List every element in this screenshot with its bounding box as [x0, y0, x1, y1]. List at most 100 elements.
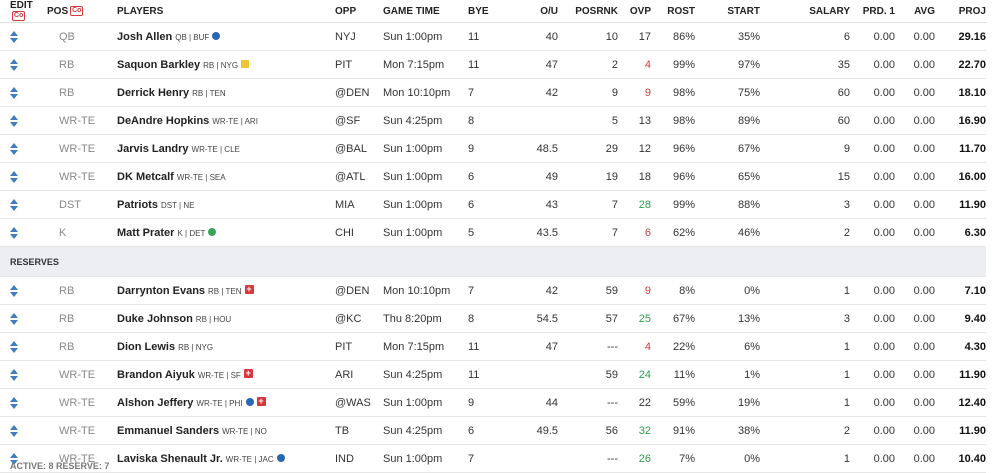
col-pos[interactable]: POS Co [47, 0, 117, 23]
status-icon[interactable] [208, 227, 217, 236]
position-rank: 29 [558, 134, 618, 163]
bye-week: 6 [468, 190, 508, 219]
position-rank: 2 [558, 50, 618, 79]
col-players[interactable]: PLAYERS [117, 0, 335, 23]
news-icon[interactable] [212, 31, 221, 40]
news-icon[interactable] [245, 397, 254, 406]
player-name-link[interactable]: Darrynton Evans [117, 284, 206, 297]
swap-position-icon[interactable] [10, 30, 18, 43]
prd1-value: 0.00 [850, 332, 895, 361]
swap-position-icon[interactable] [10, 170, 18, 183]
player-name-link[interactable]: Laviska Shenault Jr. [117, 452, 223, 465]
swap-position-icon[interactable] [10, 312, 18, 325]
projection-value: 11.90 [935, 416, 986, 445]
game-time: Sun 1:00pm [383, 218, 468, 247]
salary-value: 6 [760, 22, 850, 51]
player-name-link[interactable]: Duke Johnson [117, 312, 193, 325]
col-opp[interactable]: OPP [335, 0, 383, 23]
position-label: RB [47, 78, 117, 107]
player-cell: Saquon Barkley RB | NYG [117, 50, 335, 79]
player-name-link[interactable]: Derrick Henry [117, 86, 190, 99]
swap-position-icon[interactable] [10, 340, 18, 353]
position-rank: --- [558, 388, 618, 417]
player-name-link[interactable]: Alshon Jeffery [117, 396, 194, 409]
prd1-value: 0.00 [850, 304, 895, 333]
col-ou[interactable]: O/U [508, 0, 558, 23]
edit-cell [0, 276, 47, 305]
player-name-link[interactable]: Dion Lewis [117, 340, 176, 353]
opponent: MIA [335, 190, 383, 219]
player-position-team: WR-TE | SF [197, 370, 241, 380]
col-rost[interactable]: ROST [651, 0, 695, 23]
swap-position-icon[interactable] [10, 368, 18, 381]
col-prd1[interactable]: PRD. 1 [850, 0, 895, 23]
swap-position-icon[interactable] [10, 452, 18, 465]
col-start[interactable]: START [695, 0, 760, 23]
player-name-link[interactable]: Patriots [117, 198, 158, 211]
col-game-time[interactable]: GAME TIME [383, 0, 468, 23]
ovp-value: 12 [618, 134, 651, 163]
player-name-link[interactable]: Emmanuel Sanders [117, 424, 220, 437]
col-bye[interactable]: BYE [468, 0, 508, 23]
rostered-percent: 99% [651, 190, 695, 219]
news-icon[interactable] [276, 453, 285, 462]
injury-icon[interactable]: + [243, 368, 253, 379]
prd1-value: 0.00 [850, 388, 895, 417]
swap-position-icon[interactable] [10, 114, 18, 127]
swap-position-icon[interactable] [10, 424, 18, 437]
started-percent: 46% [695, 218, 760, 247]
note-icon[interactable] [241, 59, 250, 68]
col-posrnk[interactable]: POSRNK [558, 0, 618, 23]
edit-cell [0, 360, 47, 389]
swap-position-icon[interactable] [10, 396, 18, 409]
swap-position-icon[interactable] [10, 198, 18, 211]
swap-position-icon[interactable] [10, 226, 18, 239]
over-under: 44 [508, 388, 558, 417]
player-cell: Jarvis Landry WR-TE | CLE [117, 134, 335, 163]
opponent: @BAL [335, 134, 383, 163]
ovp-value: 18 [618, 162, 651, 191]
injury-icon[interactable]: + [256, 396, 266, 407]
position-rank: 57 [558, 304, 618, 333]
player-position-team: WR-TE | PHI [196, 398, 243, 408]
table-row: RB Dion Lewis RB | NYG PIT Mon 7:15pm 11 47 ---… [0, 332, 986, 361]
rostered-percent: 8% [651, 276, 695, 305]
player-position-team: WR-TE | CLE [191, 144, 240, 154]
prd1-value: 0.00 [850, 50, 895, 79]
col-ovp[interactable]: OVP [618, 0, 651, 23]
opponent: @ATL [335, 162, 383, 191]
player-name-link[interactable]: DK Metcalf [117, 170, 174, 183]
player-name-link[interactable]: Jarvis Landry [117, 142, 189, 155]
clipboard-icon[interactable]: Co [12, 11, 26, 21]
projection-value: 16.00 [935, 162, 986, 191]
prd1-value: 0.00 [850, 416, 895, 445]
reserves-label: RESERVES [0, 246, 986, 277]
player-name-link[interactable]: Saquon Barkley [117, 58, 201, 71]
player-name-link[interactable]: DeAndre Hopkins [117, 114, 210, 127]
rostered-percent: 91% [651, 416, 695, 445]
ovp-value: 25 [618, 304, 651, 333]
swap-position-icon[interactable] [10, 58, 18, 71]
clipboard-icon[interactable]: Co [70, 5, 84, 16]
player-cell: Darrynton Evans RB | TEN + [117, 276, 335, 305]
avg-value: 0.00 [895, 304, 935, 333]
player-name-link[interactable]: Brandon Aiyuk [117, 368, 195, 381]
prd1-value: 0.00 [850, 162, 895, 191]
salary-value: 2 [760, 218, 850, 247]
ovp-value: 9 [618, 78, 651, 107]
player-position-team: WR-TE | JAC [225, 454, 274, 464]
swap-position-icon[interactable] [10, 284, 18, 297]
swap-position-icon[interactable] [10, 86, 18, 99]
swap-position-icon[interactable] [10, 142, 18, 155]
injury-icon[interactable]: + [244, 284, 254, 295]
rostered-percent: 7% [651, 444, 695, 473]
ovp-value: 4 [618, 50, 651, 79]
over-under: 47 [508, 50, 558, 79]
game-time: Sun 1:00pm [383, 162, 468, 191]
col-avg[interactable]: AVG [895, 0, 935, 23]
player-position-team: RB | HOU [195, 314, 232, 324]
col-proj[interactable]: PROJ [935, 0, 986, 23]
player-name-link[interactable]: Matt Prater [117, 226, 175, 239]
player-name-link[interactable]: Josh Allen [117, 30, 173, 43]
col-salary[interactable]: SALARY [760, 0, 850, 23]
